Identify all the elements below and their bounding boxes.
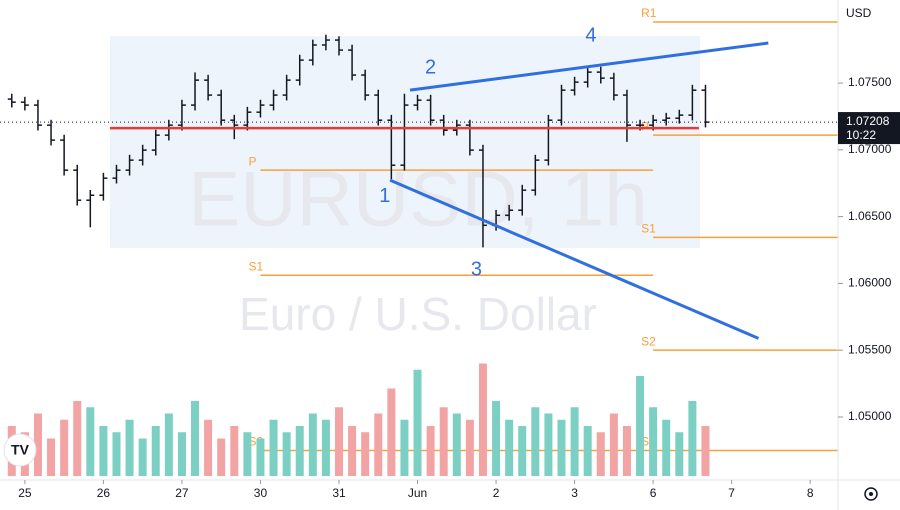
svg-text:TV: TV (11, 442, 30, 458)
x-tick-label: 27 (175, 486, 189, 500)
last-price-box (838, 112, 900, 145)
volume-bar (688, 401, 697, 476)
volume-bar (492, 401, 501, 476)
volume-bar (570, 407, 579, 476)
price-axis (838, 0, 900, 480)
volume-bar (308, 413, 317, 476)
x-tick-label: 30 (254, 486, 268, 500)
pivot-label: S1 (641, 222, 656, 236)
pivot-label: P (248, 154, 256, 168)
volume-bar (151, 426, 160, 476)
volume-bar (217, 438, 226, 476)
wave-label: 1 (379, 185, 390, 207)
volume-bar (256, 438, 265, 476)
volume-bar (413, 369, 422, 476)
x-tick-label: Jun (408, 486, 427, 500)
volume-bar (636, 376, 645, 476)
x-tick-label: 31 (332, 486, 346, 500)
watermark-subtitle: Euro / U.S. Dollar (239, 288, 597, 340)
volume-bar (649, 407, 658, 476)
x-tick-label: 3 (571, 486, 578, 500)
settings-icon[interactable] (864, 487, 878, 501)
volume-bar (439, 407, 448, 476)
volume-bar (177, 432, 186, 476)
wave-label: 4 (585, 25, 596, 47)
volume-bar (544, 413, 553, 476)
volume-bar (374, 413, 383, 476)
volume-bar (361, 432, 370, 476)
volume-bar (348, 426, 357, 476)
volume-bar (33, 413, 42, 476)
x-tick-label: 26 (97, 486, 111, 500)
y-tick-label: 1.07000 (848, 142, 892, 156)
volume-bar (86, 407, 95, 476)
x-tick-label: 7 (728, 486, 735, 500)
trendline (389, 178, 760, 340)
y-tick-label: 1.06000 (848, 276, 892, 290)
volume-bar (426, 426, 435, 476)
y-tick-label: 1.05000 (848, 409, 892, 423)
watermark-title: EURUSD, 1h (188, 155, 647, 243)
volume-bar (282, 432, 291, 476)
volume-bar (243, 432, 252, 476)
trendline (409, 41, 769, 92)
volume-bar (125, 419, 134, 476)
volume-bar (204, 419, 213, 476)
volume-bar (609, 413, 618, 476)
y-tick-label: 1.06500 (848, 209, 892, 223)
axes: 1.05000 1.05500 1.06000 1.06500 1.07000 1.075… (18, 75, 900, 500)
volume-bar (138, 438, 147, 476)
logo: TV (3, 433, 37, 467)
volume-bar (518, 426, 527, 476)
x-tick-label: 8 (807, 486, 814, 500)
currency: USD (846, 6, 872, 20)
volume-bar (662, 419, 671, 476)
x-tick-label: 25 (18, 486, 32, 500)
volume-bar (230, 426, 239, 476)
volume-bar (334, 407, 343, 476)
wave-label: 2 (425, 57, 436, 79)
volume-bar (596, 432, 605, 476)
y-tick-label: 1.07500 (848, 75, 892, 89)
pivot-label: R1 (641, 6, 657, 20)
countdown-label: 10:22 (846, 128, 876, 142)
x-tick-label: 6 (650, 486, 657, 500)
volume-bar (478, 363, 487, 476)
x-tick-label: 2 (493, 486, 500, 500)
pivot-label: S2 (641, 334, 656, 348)
last-price-label: 1.07208 (846, 114, 890, 128)
volume-bar (400, 419, 409, 476)
volume-bar (452, 413, 461, 476)
volume-bar (622, 426, 631, 476)
volume-bar (47, 438, 56, 476)
volume-bar (557, 419, 566, 476)
volume-bar (112, 432, 121, 476)
volume-bar (505, 419, 514, 476)
volume-bar (164, 413, 173, 476)
volume-bar (269, 419, 278, 476)
volume-bar (465, 419, 474, 476)
volume-bar (583, 426, 592, 476)
volume-bar (531, 407, 540, 476)
volume-bar (675, 432, 684, 476)
volume-bar (295, 426, 304, 476)
volume-bar (387, 388, 396, 476)
volume-bar (191, 401, 200, 476)
volume-bar (73, 401, 82, 476)
volume-bar (99, 426, 108, 476)
volume-bar (321, 419, 330, 476)
pivot-label: P (641, 119, 649, 133)
pivot-label: S1 (248, 259, 263, 273)
wave-label: 3 (471, 258, 482, 280)
volume-bar (60, 419, 69, 476)
y-tick-label: 1.05500 (848, 342, 892, 356)
volume-bar (701, 426, 710, 476)
